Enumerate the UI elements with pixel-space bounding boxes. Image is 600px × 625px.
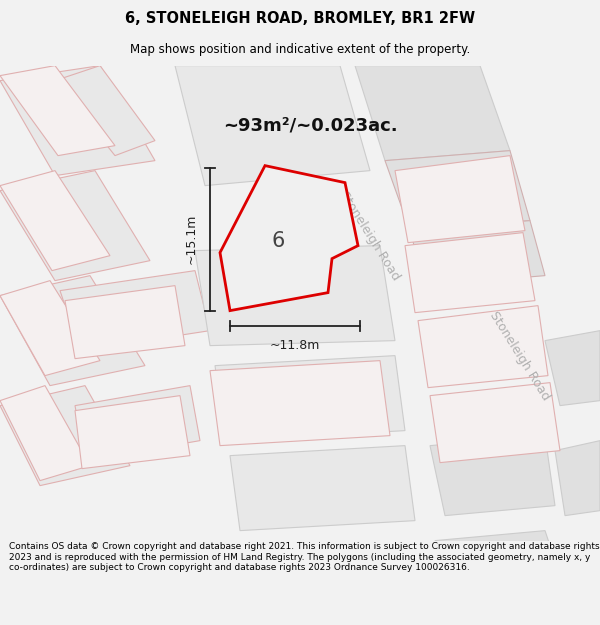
Polygon shape: [75, 396, 190, 469]
Text: ~93m²/~0.023ac.: ~93m²/~0.023ac.: [223, 117, 397, 134]
Text: 6: 6: [271, 231, 284, 251]
Text: Stoneleigh Road: Stoneleigh Road: [487, 309, 553, 402]
Polygon shape: [0, 171, 150, 281]
Polygon shape: [220, 166, 358, 311]
Polygon shape: [418, 306, 548, 388]
Polygon shape: [0, 386, 90, 481]
Polygon shape: [430, 382, 560, 462]
Polygon shape: [555, 441, 600, 516]
Text: ~11.8m: ~11.8m: [270, 339, 320, 352]
Polygon shape: [0, 66, 115, 156]
Polygon shape: [65, 286, 185, 359]
Polygon shape: [0, 276, 145, 386]
Polygon shape: [75, 386, 200, 461]
Polygon shape: [435, 531, 555, 571]
Polygon shape: [230, 446, 415, 531]
Polygon shape: [0, 386, 130, 486]
Polygon shape: [385, 151, 530, 231]
Text: Map shows position and indicative extent of the property.: Map shows position and indicative extent…: [130, 42, 470, 56]
Polygon shape: [0, 281, 100, 376]
Polygon shape: [215, 356, 405, 441]
Polygon shape: [0, 66, 155, 176]
Polygon shape: [55, 66, 155, 156]
Polygon shape: [195, 246, 395, 346]
Text: Stoneleigh Road: Stoneleigh Road: [337, 189, 403, 282]
Polygon shape: [355, 66, 510, 161]
Polygon shape: [175, 66, 370, 186]
Polygon shape: [405, 232, 535, 312]
Text: ~15.1m: ~15.1m: [185, 214, 198, 264]
Polygon shape: [430, 436, 555, 516]
Polygon shape: [60, 271, 210, 351]
Text: 6, STONELEIGH ROAD, BROMLEY, BR1 2FW: 6, STONELEIGH ROAD, BROMLEY, BR1 2FW: [125, 11, 475, 26]
Text: Contains OS data © Crown copyright and database right 2021. This information is : Contains OS data © Crown copyright and d…: [9, 542, 599, 572]
Polygon shape: [410, 221, 545, 286]
Polygon shape: [0, 171, 110, 271]
Polygon shape: [545, 331, 600, 406]
Polygon shape: [210, 361, 390, 446]
Polygon shape: [395, 156, 525, 242]
